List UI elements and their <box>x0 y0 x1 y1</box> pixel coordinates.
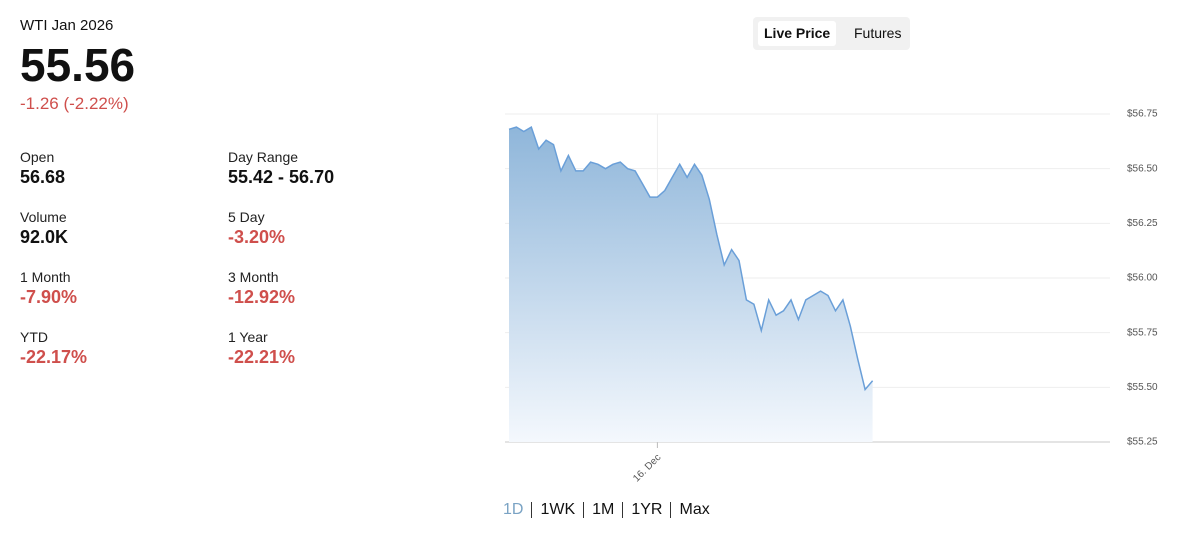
stat-label: Open <box>20 149 55 165</box>
y-tick-label: $56.50 <box>1127 163 1158 174</box>
range-button[interactable]: 1YR <box>622 502 670 518</box>
y-tick-label: $55.75 <box>1127 327 1158 338</box>
stat-value: -12.92% <box>228 287 296 307</box>
stat-value: 55.42 - 56.70 <box>228 167 335 187</box>
price-change: -1.26 (-2.22%) <box>20 94 129 113</box>
range-button[interactable]: 1M <box>583 502 622 518</box>
stat-value: -22.21% <box>228 347 296 367</box>
stat: Volume 92.0K <box>20 209 68 248</box>
y-tick-label: $56.75 <box>1127 109 1158 120</box>
stat-value: -7.90% <box>20 287 78 307</box>
stat-value: -22.17% <box>20 347 88 367</box>
stat-label: Day Range <box>228 149 299 165</box>
stat-label: YTD <box>20 329 48 345</box>
stat: 5 Day -3.20% <box>228 209 285 248</box>
y-tick-label: $55.25 <box>1127 437 1158 448</box>
y-tick-label: $56.00 <box>1127 273 1158 284</box>
stat: YTD -22.17% <box>20 329 87 368</box>
stat-label: 3 Month <box>228 269 279 285</box>
instrument-name: WTI Jan 2026 <box>20 17 114 34</box>
range-button[interactable]: 1WK <box>531 502 583 518</box>
tab[interactable]: Live Price <box>758 21 837 46</box>
range-button[interactable]: Max <box>670 502 717 518</box>
y-tick-label: $55.50 <box>1127 382 1158 393</box>
area <box>509 127 873 442</box>
stat-label: 1 Month <box>20 269 71 285</box>
tab-bar: Live Price Futures <box>753 17 910 50</box>
stat-label: 5 Day <box>228 209 265 225</box>
tab[interactable]: Futures <box>854 25 902 41</box>
stat: Open 56.68 <box>20 149 65 188</box>
x-tick-label: 16. Dec <box>631 452 663 484</box>
stat: Day Range 55.42 - 56.70 <box>228 149 334 188</box>
stat-value: -3.20% <box>228 227 286 247</box>
range-button[interactable]: 1D <box>503 501 524 518</box>
range-selector: 1D 1WK 1M 1YR Max <box>503 502 718 518</box>
stat-label: Volume <box>20 209 67 225</box>
stat: 1 Month -7.90% <box>20 269 77 308</box>
stat: 3 Month -12.92% <box>228 269 295 308</box>
price: 55.56 <box>20 39 136 91</box>
stat-value: 56.68 <box>20 167 66 187</box>
stat: 1 Year -22.21% <box>228 329 295 368</box>
line <box>508 125 874 392</box>
stat-label: 1 Year <box>228 329 268 345</box>
y-tick-label: $56.25 <box>1127 218 1158 229</box>
stat-value: 92.0K <box>20 227 69 247</box>
